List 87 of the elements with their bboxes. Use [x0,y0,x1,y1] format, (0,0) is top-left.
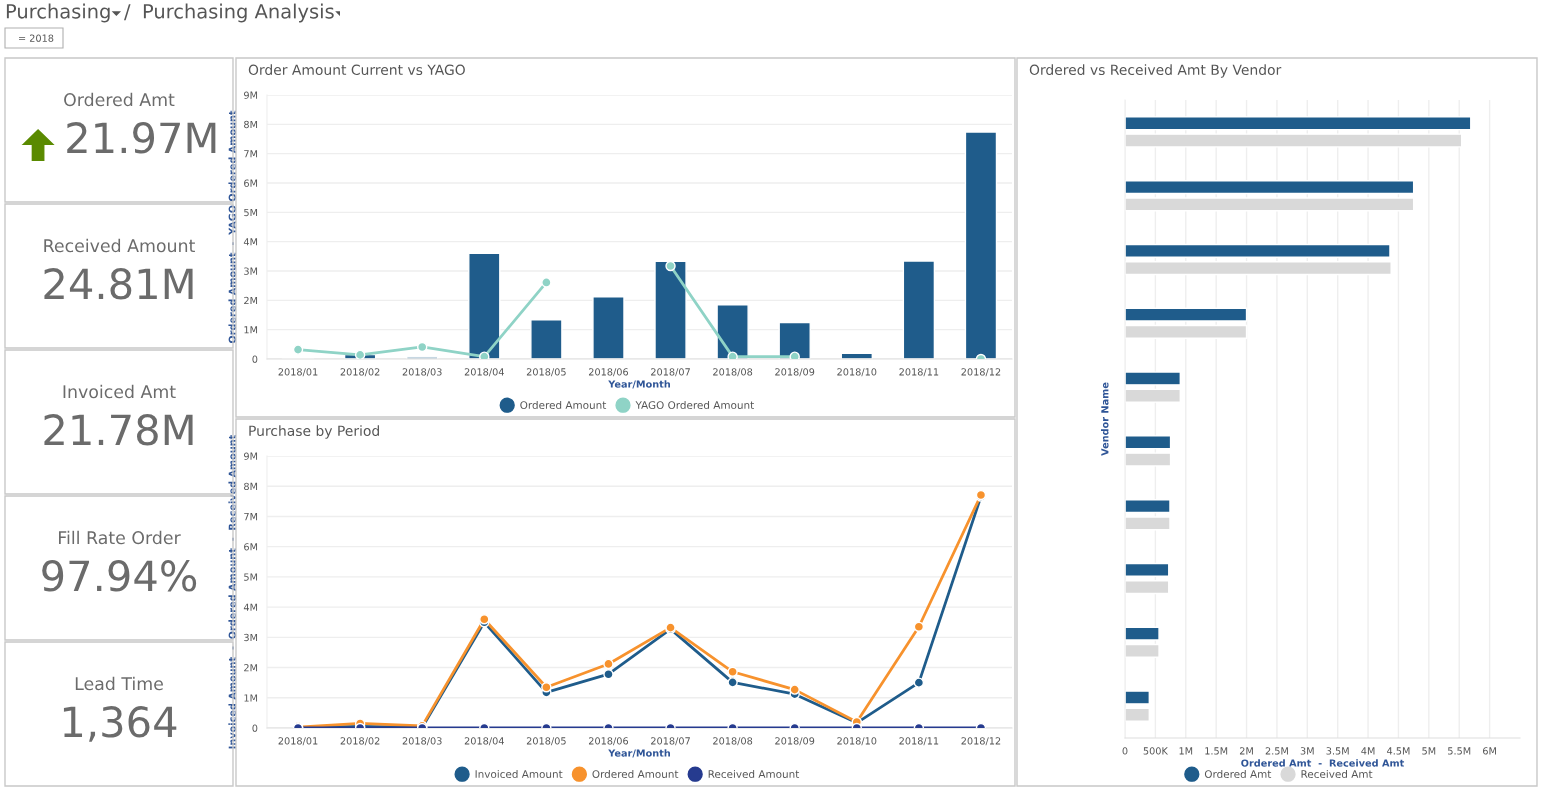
y-tick-label: 6M [244,179,258,187]
x-axis-title: Year/Month [608,380,670,389]
text: 21.97M [67,122,216,154]
x-axis-title: Ordered Amt - Received Amt [1241,759,1405,767]
x-tick-label: 3M [1300,747,1314,755]
y-tick-label: 4M [243,238,258,246]
text: / [124,4,131,21]
y-tick-label: 8M [244,482,258,491]
x-tick-label: 500K [1143,747,1169,755]
y-tick-label: 5M [244,208,258,217]
x-tick-label: 2.5M [1265,747,1288,755]
legend-label: YAGO Ordered Amount [635,400,754,410]
y-tick-label: 7M [244,150,258,158]
chart-title: Order Amount Current vs YAGO [248,64,465,76]
legend-label: Ordered Amount [592,769,679,779]
x-tick-label: 1M [1179,747,1193,755]
x-tick-label: 2018/09 [775,368,815,377]
y-axis-title: Ordered Amount - YAGO Ordered Amount [228,110,236,344]
x-tick-label: 2018/04 [464,368,504,377]
text: Received Amount [44,238,195,253]
x-tick-label: 2018/08 [713,737,753,746]
y-tick-label: 4M [243,603,258,611]
y-tick-label: 5M [244,573,258,581]
text: = 2018 [19,34,54,42]
x-tick-label: 2018/12 [961,737,1001,746]
text: 21.78M [44,414,193,446]
y-tick-label: 1M [244,326,258,334]
legend-label: Ordered Amount [520,400,607,410]
chart-title: Purchase by Period [249,425,379,439]
y-axis-title: Vendor Name [1101,382,1109,456]
y-tick-label: 9M [244,91,258,99]
x-tick-label: 1.5M [1205,747,1228,755]
text: Fill Rate Order [59,530,181,545]
legend-label: Invoiced Amount [475,769,563,779]
y-tick-label: 6M [244,543,258,551]
text: 24.81M [44,268,193,300]
x-tick-label: 4.5M [1387,747,1410,755]
legend-label: Received Amt [1301,769,1373,779]
x-tick-label: 2018/02 [340,368,380,377]
y-tick-label: 3M [244,267,258,275]
x-tick-label: 2018/07 [651,737,690,746]
legend-label: Ordered Amt [1204,769,1272,779]
x-tick-label: 2018/05 [526,737,566,746]
y-tick-label: 2M [244,664,258,672]
y-tick-label: 9M [244,452,258,460]
x-tick-label: 3.5M [1326,747,1349,755]
x-tick-label: 2018/09 [775,737,815,746]
chart-title: Ordered vs Received Amt By Vendor [1029,64,1282,78]
x-tick-label: 2018/02 [340,737,380,746]
y-tick-label: 0 [252,724,258,732]
x-tick-label: 6M [1483,747,1496,755]
x-tick-label: 0 [1122,747,1128,755]
x-tick-label: 2018/01 [278,368,318,377]
x-tick-label: 2018/10 [837,737,877,746]
x-tick-label: 2018/01 [278,737,318,746]
x-tick-label: 2018/12 [961,368,1001,377]
text: Lead Time [75,676,163,691]
x-tick-label: 2018/08 [713,368,753,377]
x-tick-label: 5M [1422,747,1436,755]
x-tick-label: 2018/07 [651,368,690,377]
x-tick-label: 4M [1361,747,1375,755]
x-tick-label: 2M [1239,747,1253,755]
x-axis-title: Year/Month [608,749,670,758]
x-tick-label: 2018/06 [588,368,629,377]
text: 97.94% [42,560,197,592]
legend-label: Received Amount [708,769,800,779]
x-tick-label: 2018/05 [526,368,566,377]
y-tick-label: 8M [244,120,258,129]
text: Purchasing [6,3,110,23]
y-tick-label: 2M [244,296,258,305]
x-tick-label: 5.5M [1448,747,1471,755]
y-axis-title: Invoiced Amount - Ordered Amount - Received Amount [228,434,236,749]
x-tick-label: 2018/06 [588,737,629,746]
x-tick-label: 2018/03 [402,737,442,746]
x-tick-label: 2018/11 [899,737,939,746]
y-tick-label: 1M [244,694,258,702]
x-tick-label: 2018/04 [464,737,504,746]
x-tick-label: 2018/11 [899,368,939,377]
text: Purchasing Analysis [143,3,334,23]
y-tick-label: 3M [244,633,258,642]
text: 1,364 [63,706,177,742]
x-tick-label: 2018/10 [837,368,877,377]
text: Ordered Amt [64,92,175,107]
y-tick-label: 7M [244,513,258,521]
text: Invoiced Amt [63,384,176,399]
y-tick-label: 0 [252,355,258,363]
x-tick-label: 2018/03 [402,368,442,377]
